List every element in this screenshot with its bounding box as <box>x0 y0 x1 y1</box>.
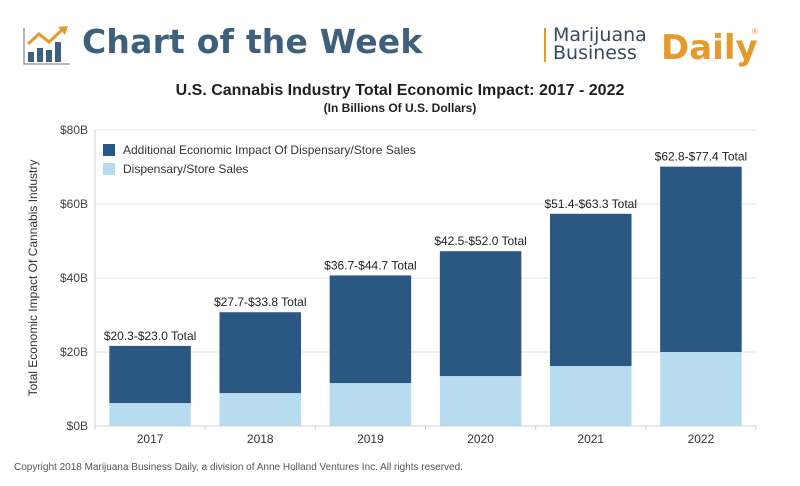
brand-line1: Marijuana <box>553 24 647 46</box>
y-tick-label: $60B <box>60 197 88 211</box>
data-label-2019: $36.7-$44.7 Total <box>324 258 417 272</box>
data-label-2020: $42.5-$52.0 Total <box>434 234 527 248</box>
x-tick-label: 2021 <box>577 432 604 446</box>
registered-mark: ® <box>752 27 758 36</box>
bar-dispensary-sales-2019 <box>329 383 412 426</box>
x-tick-label: 2020 <box>467 432 494 446</box>
legend-swatch-additional-impact <box>103 143 115 156</box>
x-tick-label: 2017 <box>137 432 164 446</box>
bar-dispensary-sales-2018 <box>219 393 302 426</box>
data-label-2021: $51.4-$63.3 Total <box>544 197 637 211</box>
x-tick-label: 2018 <box>247 432 274 446</box>
brand-line2: Business <box>553 42 637 64</box>
y-tick-label: $20B <box>60 345 88 359</box>
bar-additional-impact-2019 <box>329 275 412 384</box>
y-tick-label: $40B <box>60 271 88 285</box>
copyright-text: Copyright 2018 Marijuana Business Daily,… <box>14 462 463 473</box>
bar-dispensary-sales-2020 <box>439 376 522 426</box>
y-tick-label: $0B <box>67 419 88 433</box>
x-tick-label: 2022 <box>688 432 715 446</box>
bar-dispensary-sales-2017 <box>109 403 191 426</box>
bar-additional-impact-2018 <box>219 312 302 394</box>
data-label-2022: $62.8-$77.4 Total <box>655 150 748 164</box>
chart-subtitle: (In Billions Of U.S. Dollars) <box>323 101 477 115</box>
page-title: Chart of the Week <box>82 22 423 61</box>
brand-divider <box>544 28 546 62</box>
brand-daily: Daily <box>661 28 758 68</box>
bar-additional-impact-2017 <box>109 345 191 404</box>
chart-title: U.S. Cannabis Industry Total Economic Im… <box>175 82 625 99</box>
legend-swatch-dispensary-sales <box>103 162 115 175</box>
data-label-2018: $27.7-$33.8 Total <box>214 295 307 309</box>
bar-additional-impact-2021 <box>549 213 632 367</box>
legend-item-additional-impact: Additional Economic Impact Of Dispensary… <box>103 140 416 159</box>
bar-dispensary-sales-2021 <box>549 366 632 426</box>
rising-bar-chart-icon <box>22 24 72 66</box>
bar-additional-impact-2022 <box>660 166 742 352</box>
legend-label-dispensary-sales: Dispensary/Store Sales <box>123 161 249 176</box>
legend-label-additional-impact: Additional Economic Impact Of Dispensary… <box>123 142 416 157</box>
y-tick-label: $80B <box>60 123 88 137</box>
data-label-2017: $20.3-$23.0 Total <box>104 329 197 343</box>
bar-additional-impact-2020 <box>439 251 522 377</box>
x-tick-label: 2019 <box>357 432 384 446</box>
chart-legend: Additional Economic Impact Of Dispensary… <box>103 140 416 178</box>
legend-item-dispensary-sales: Dispensary/Store Sales <box>103 159 416 178</box>
bar-dispensary-sales-2022 <box>660 352 742 426</box>
y-axis-label: Total Economic Impact Of Cannabis Indust… <box>26 160 40 397</box>
